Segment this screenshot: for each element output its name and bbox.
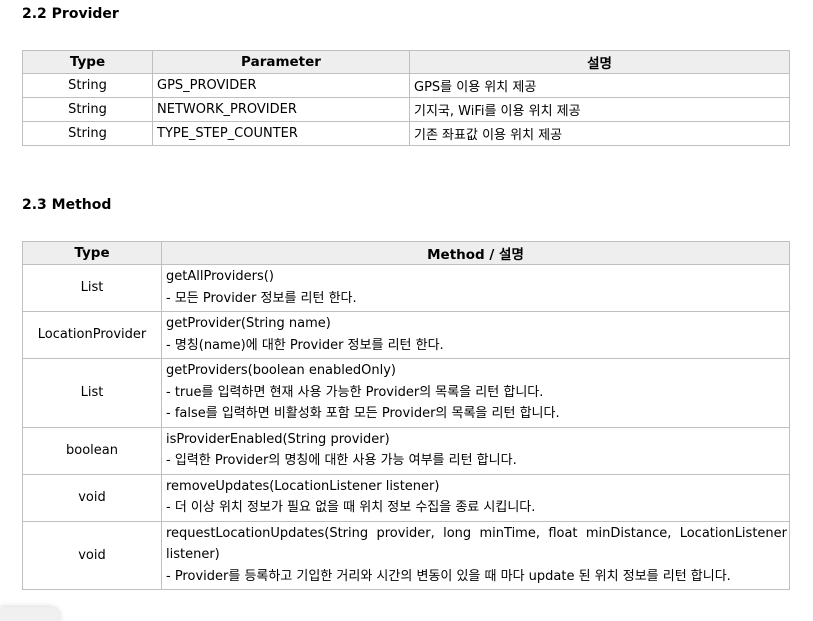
method-description: - 명칭(name)에 대한 Provider 정보를 리턴 한다.	[166, 337, 444, 353]
method-signature: removeUpdates(LocationListener listener)	[166, 478, 440, 494]
method-description: - true를 입력하면 현재 사용 가능한 Provider의 목록을 리턴 …	[166, 384, 544, 400]
cell-method: getProvider(String name) - 명칭(name)에 대한 …	[161, 311, 790, 359]
header-type: Type	[22, 50, 153, 74]
header-method: Method / 설명	[161, 241, 790, 265]
cell-type: String	[22, 73, 153, 98]
method-signature: getProvider(String name)	[166, 316, 331, 331]
table-row: List getAllProviders() - 모든 Provider 정보를…	[22, 264, 790, 312]
cell-method: requestLocationUpdates(String provider, …	[161, 520, 790, 590]
table-row: LocationProvider getProvider(String name…	[22, 311, 790, 359]
cell-type: List	[22, 358, 162, 428]
cell-description: GPS를 이용 위치 제공	[409, 73, 790, 98]
method-description: - 모든 Provider 정보를 리턴 한다.	[166, 290, 357, 306]
method-signature: isProviderEnabled(String provider)	[166, 431, 390, 447]
cell-method: getProviders(boolean enabledOnly) - true…	[161, 358, 790, 428]
cell-parameter: TYPE_STEP_COUNTER	[152, 121, 410, 146]
page-corner-tab	[0, 607, 60, 621]
table-header-row: Type Parameter 설명	[22, 50, 790, 74]
cell-type: boolean	[22, 426, 162, 475]
provider-table: Type Parameter 설명 String GPS_PROVIDER GP…	[22, 50, 790, 146]
cell-method: isProviderEnabled(String provider) - 입력한…	[161, 426, 790, 475]
table-row: List getProviders(boolean enabledOnly) -…	[22, 358, 790, 428]
table-row: String TYPE_STEP_COUNTER 기존 좌표값 이용 위치 제공	[22, 121, 790, 146]
cell-method: removeUpdates(LocationListener listener)…	[161, 473, 790, 522]
method-table: Type Method / 설명 List getAllProviders() …	[22, 241, 790, 590]
table-header-row: Type Method / 설명	[22, 241, 790, 265]
cell-type: String	[22, 121, 153, 146]
cell-type: LocationProvider	[22, 311, 162, 359]
header-description: 설명	[409, 50, 790, 74]
cell-type: void	[22, 473, 162, 522]
cell-parameter: GPS_PROVIDER	[152, 73, 410, 98]
table-row: void requestLocationUpdates(String provi…	[22, 520, 790, 590]
cell-type: void	[22, 520, 162, 590]
method-signature: getProviders(boolean enabledOnly)	[166, 363, 396, 378]
method-signature: requestLocationUpdates(String provider, …	[166, 525, 787, 563]
cell-type: List	[22, 264, 162, 312]
method-description: - Provider를 등록하고 기입한 거리와 시간의 변동이 있을 때 마다…	[166, 568, 731, 584]
table-row: boolean isProviderEnabled(String provide…	[22, 426, 790, 475]
table-row: void removeUpdates(LocationListener list…	[22, 473, 790, 522]
cell-parameter: NETWORK_PROVIDER	[152, 97, 410, 122]
cell-type: String	[22, 97, 153, 122]
table-row: String GPS_PROVIDER GPS를 이용 위치 제공	[22, 73, 790, 98]
table-row: String NETWORK_PROVIDER 기지국, WiFi를 이용 위치…	[22, 97, 790, 122]
method-signature: getAllProviders()	[166, 269, 274, 284]
section-title-method: 2.3 Method	[22, 197, 112, 213]
method-description: - 입력한 Provider의 명칭에 대한 사용 가능 여부를 리턴 합니다.	[166, 453, 517, 468]
header-type: Type	[22, 241, 162, 265]
cell-method: getAllProviders() - 모든 Provider 정보를 리턴 한…	[161, 264, 790, 312]
section-title-provider: 2.2 Provider	[22, 6, 119, 22]
cell-description: 기지국, WiFi를 이용 위치 제공	[409, 97, 790, 122]
method-description: - 더 이상 위치 정보가 필요 없을 때 위치 정보 수집을 종료 시킵니다.	[166, 500, 536, 515]
header-parameter: Parameter	[152, 50, 410, 74]
cell-description: 기존 좌표값 이용 위치 제공	[409, 121, 790, 146]
method-description: - false를 입력하면 비활성화 포함 모든 Provider의 목록을 리…	[166, 406, 560, 421]
